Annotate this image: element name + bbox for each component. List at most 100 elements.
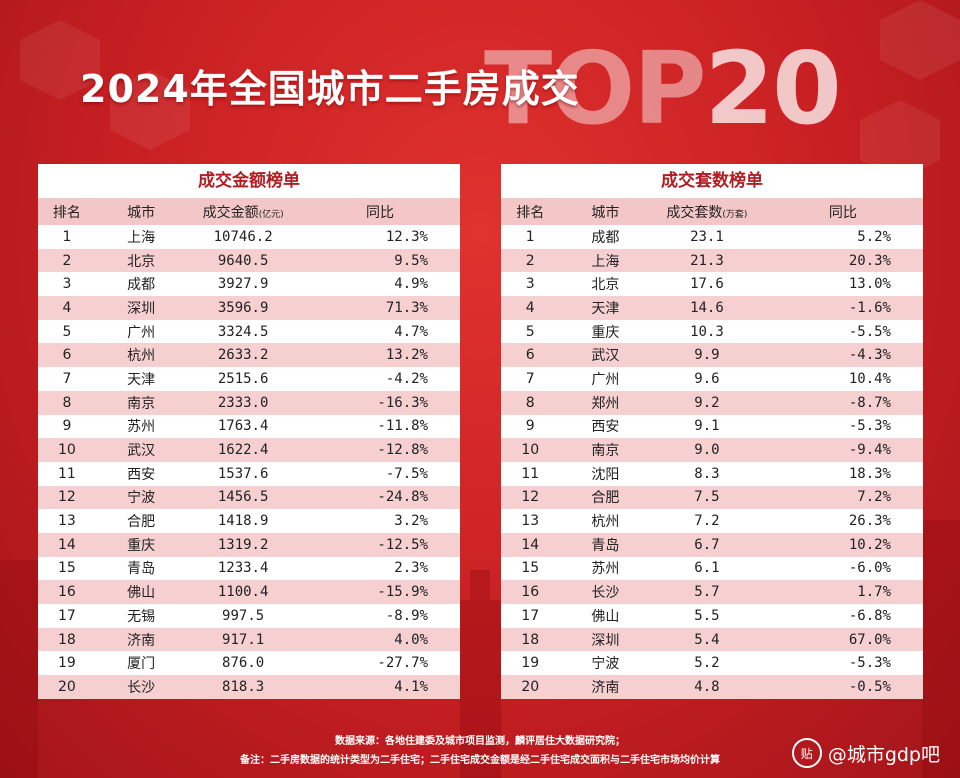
table-row: 13 合肥 1418.9 3.2% (38, 509, 460, 533)
table-row: 18 济南 917.1 4.0% (38, 627, 460, 652)
table-row: 9 西安 9.1 -5.3% (501, 414, 923, 439)
table-row: 6 杭州 2633.2 13.2% (38, 343, 460, 368)
table-row: 20 长沙 818.3 4.1% (38, 675, 460, 699)
city-cell: 无锡 (95, 604, 187, 628)
value-cell: 997.5 (186, 604, 300, 628)
table-row: 17 无锡 997.5 -8.9% (38, 604, 460, 628)
city-cell: 济南 (95, 627, 187, 652)
yoy-cell: 12.3% (299, 225, 460, 249)
table-row: 19 厦门 876.0 -27.7% (38, 651, 460, 676)
yoy-cell: -4.2% (299, 367, 460, 391)
table-row: 5 重庆 10.3 -5.5% (501, 319, 923, 344)
city-cell: 深圳 (95, 296, 187, 320)
value-cell: 7.5 (651, 485, 763, 510)
value-cell: 9.6 (651, 367, 763, 391)
city-cell: 深圳 (559, 627, 652, 652)
value-cell: 9.1 (651, 414, 763, 439)
rank-cell: 7 (38, 367, 96, 391)
value-cell: 5.4 (651, 627, 763, 652)
city-cell: 长沙 (559, 580, 652, 604)
value-cell: 1319.2 (186, 532, 300, 557)
city-cell: 苏州 (559, 556, 652, 581)
city-cell: 重庆 (95, 532, 187, 557)
table-row: 7 广州 9.6 10.4% (501, 367, 923, 391)
value-cell: 1763.4 (186, 414, 300, 439)
city-cell: 重庆 (559, 319, 652, 344)
rank-cell: 12 (501, 485, 560, 510)
city-cell: 佛山 (95, 580, 187, 604)
yoy-cell: -4.3% (762, 343, 923, 368)
yoy-cell: -5.3% (762, 414, 923, 439)
city-cell: 济南 (559, 675, 652, 699)
value-cell: 5.5 (651, 604, 763, 628)
yoy-cell: -5.5% (762, 319, 923, 344)
table-row: 20 济南 4.8 -0.5% (501, 675, 923, 699)
table-row: 6 武汉 9.9 -4.3% (501, 343, 923, 368)
value-cell: 2333.0 (186, 390, 300, 415)
header-rank: 排名 (501, 198, 560, 225)
header-city: 城市 (95, 198, 187, 225)
value-cell: 5.7 (651, 580, 763, 604)
city-cell: 南京 (559, 438, 652, 462)
yoy-cell: -6.0% (762, 556, 923, 581)
city-cell: 武汉 (95, 438, 187, 462)
remark-note: 备注：二手房数据的统计类型为二手住宅；二手住宅成交金额是经二手住宅成交面积与二手… (240, 755, 720, 766)
value-cell: 2515.6 (186, 367, 300, 391)
rank-cell: 3 (38, 272, 96, 297)
top-number: 20 (704, 30, 842, 147)
city-cell: 宁波 (559, 651, 652, 676)
value-cell: 9.0 (651, 438, 763, 462)
rank-cell: 7 (501, 367, 560, 391)
yoy-cell: -1.6% (762, 296, 923, 320)
rank-cell: 15 (501, 556, 560, 581)
city-cell: 沈阳 (559, 461, 652, 486)
rank-cell: 1 (501, 225, 560, 249)
rank-cell: 20 (38, 675, 96, 699)
table-row: 9 苏州 1763.4 -11.8% (38, 414, 460, 439)
table-row: 17 佛山 5.5 -6.8% (501, 604, 923, 628)
yoy-cell: 20.3% (762, 248, 923, 273)
rank-cell: 9 (38, 414, 96, 439)
rank-cell: 12 (38, 485, 96, 510)
city-cell: 杭州 (559, 509, 652, 533)
value-cell: 17.6 (651, 272, 763, 297)
header-city: 城市 (559, 198, 652, 225)
city-cell: 郑州 (559, 390, 652, 415)
rank-cell: 11 (38, 461, 96, 486)
amount-ranking-title: 成交金额榜单 (38, 164, 460, 198)
city-cell: 武汉 (559, 343, 652, 368)
value-cell: 3324.5 (186, 319, 300, 344)
city-cell: 杭州 (95, 343, 187, 368)
table-row: 10 武汉 1622.4 -12.8% (38, 438, 460, 462)
rank-cell: 6 (501, 343, 560, 368)
yoy-cell: 3.2% (299, 509, 460, 533)
header-units-label: 成交套数 (666, 204, 723, 221)
yoy-cell: 26.3% (762, 509, 923, 533)
header-units-unit: (万套) (722, 209, 748, 220)
yoy-cell: -7.5% (299, 461, 460, 486)
yoy-cell: -27.7% (299, 651, 460, 676)
table-row: 3 成都 3927.9 4.9% (38, 272, 460, 297)
yoy-cell: -11.8% (299, 414, 460, 439)
units-ranking-panel: 成交套数榜单 排名 城市 成交套数(万套) 同比 1 成都 23.1 5.2% 2 上海 2… (501, 164, 923, 699)
rank-cell: 9 (501, 414, 560, 439)
value-cell: 9.2 (651, 390, 763, 415)
yoy-cell: 4.9% (299, 272, 460, 297)
city-cell: 天津 (95, 367, 187, 391)
city-cell: 上海 (95, 225, 187, 249)
yoy-cell: 10.4% (762, 367, 923, 391)
rank-cell: 20 (501, 675, 560, 699)
city-cell: 上海 (559, 248, 652, 273)
value-cell: 1233.4 (186, 556, 300, 581)
rank-cell: 5 (38, 319, 96, 344)
header-amount-unit: (亿元) (258, 209, 284, 220)
value-cell: 2633.2 (186, 343, 300, 368)
tieba-icon: 贴 (791, 738, 822, 768)
value-cell: 9.9 (651, 343, 763, 368)
city-cell: 西安 (559, 414, 652, 439)
rank-cell: 13 (38, 509, 96, 533)
rank-cell: 8 (501, 390, 560, 415)
city-cell: 北京 (95, 248, 187, 273)
table-row: 12 宁波 1456.5 -24.8% (38, 485, 460, 510)
